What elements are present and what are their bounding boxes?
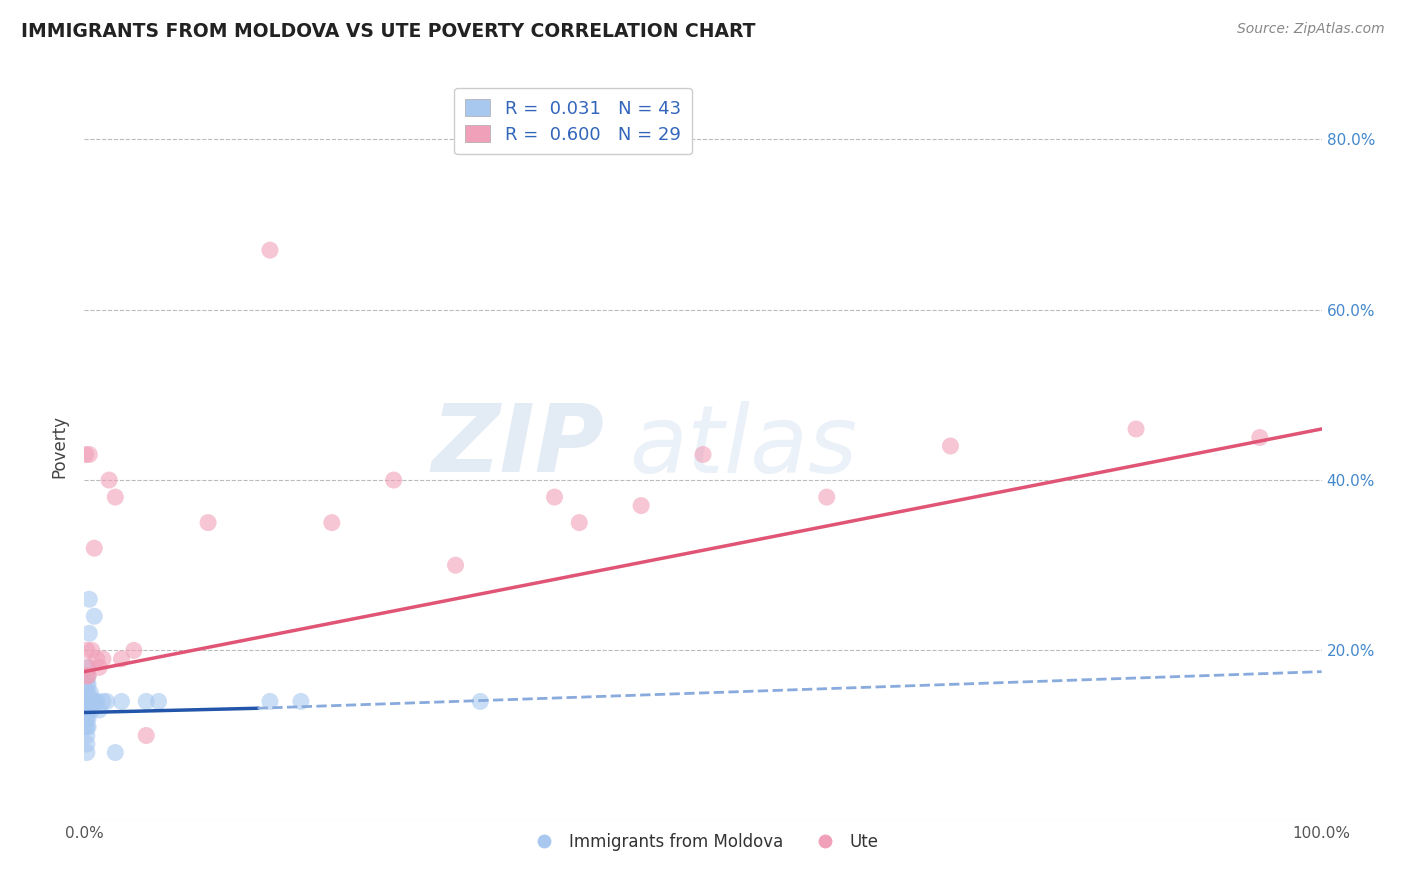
Point xyxy=(122,643,145,657)
Point xyxy=(76,703,98,717)
Point xyxy=(80,694,103,708)
Point xyxy=(77,711,100,725)
Point xyxy=(470,694,492,708)
Point xyxy=(259,694,281,708)
Point xyxy=(444,558,467,573)
Point xyxy=(76,746,98,760)
Point xyxy=(89,660,111,674)
Point xyxy=(75,703,97,717)
Point xyxy=(104,746,127,760)
Point xyxy=(543,490,565,504)
Point xyxy=(290,694,312,708)
Point xyxy=(79,448,101,462)
Point xyxy=(135,729,157,743)
Point xyxy=(110,652,132,666)
Point xyxy=(80,643,103,657)
Point xyxy=(77,720,100,734)
Point xyxy=(77,686,100,700)
Point xyxy=(148,694,170,708)
Point xyxy=(77,660,100,674)
Text: Source: ZipAtlas.com: Source: ZipAtlas.com xyxy=(1237,22,1385,37)
Point xyxy=(77,694,100,708)
Point xyxy=(135,694,157,708)
Point xyxy=(79,694,101,708)
Point xyxy=(79,694,101,708)
Point xyxy=(815,490,838,504)
Text: atlas: atlas xyxy=(628,401,858,491)
Point xyxy=(76,686,98,700)
Point xyxy=(83,609,105,624)
Text: IMMIGRANTS FROM MOLDOVA VS UTE POVERTY CORRELATION CHART: IMMIGRANTS FROM MOLDOVA VS UTE POVERTY C… xyxy=(21,22,755,41)
Point xyxy=(75,694,97,708)
Point xyxy=(382,473,405,487)
Point xyxy=(75,720,97,734)
Point xyxy=(1125,422,1147,436)
Point xyxy=(321,516,343,530)
Point xyxy=(91,652,114,666)
Point xyxy=(79,626,101,640)
Y-axis label: Poverty: Poverty xyxy=(51,415,69,477)
Point xyxy=(84,694,107,708)
Point xyxy=(83,541,105,556)
Point xyxy=(692,448,714,462)
Point xyxy=(110,694,132,708)
Point xyxy=(104,490,127,504)
Point xyxy=(197,516,219,530)
Point xyxy=(77,703,100,717)
Point xyxy=(568,516,591,530)
Point xyxy=(76,694,98,708)
Point xyxy=(1249,430,1271,444)
Point xyxy=(939,439,962,453)
Point xyxy=(86,694,108,708)
Point xyxy=(77,669,100,683)
Point xyxy=(259,243,281,257)
Point xyxy=(77,660,100,674)
Point xyxy=(89,703,111,717)
Point xyxy=(75,686,97,700)
Point xyxy=(77,669,100,683)
Point xyxy=(76,711,98,725)
Point xyxy=(75,711,97,725)
Text: ZIP: ZIP xyxy=(432,400,605,492)
Point xyxy=(77,677,100,691)
Point xyxy=(91,694,114,708)
Point xyxy=(76,669,98,683)
Point xyxy=(76,737,98,751)
Point xyxy=(79,686,101,700)
Point xyxy=(96,694,118,708)
Point xyxy=(76,729,98,743)
Point xyxy=(76,720,98,734)
Point xyxy=(82,694,104,708)
Point xyxy=(86,652,108,666)
Point xyxy=(76,643,98,657)
Point xyxy=(76,677,98,691)
Point xyxy=(630,499,652,513)
Point xyxy=(80,703,103,717)
Point xyxy=(79,592,101,607)
Point xyxy=(75,448,97,462)
Legend: Immigrants from Moldova, Ute: Immigrants from Moldova, Ute xyxy=(520,826,886,857)
Point xyxy=(98,473,121,487)
